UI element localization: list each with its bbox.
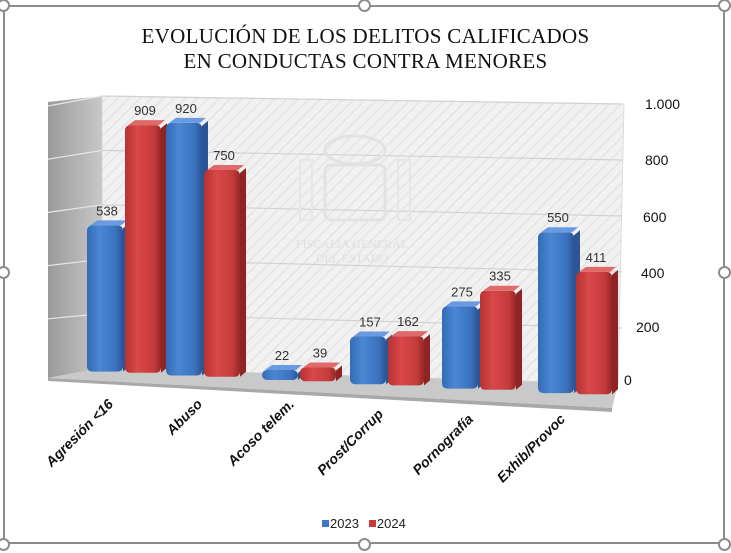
bar-Abuso-2024[interactable]	[204, 165, 246, 377]
y-tick-label: 600	[643, 209, 667, 225]
svg-text:FISCALIA GENERAL: FISCALIA GENERAL	[296, 237, 408, 251]
legend-item-2024[interactable]: 2024	[368, 516, 406, 531]
resize-handle-top-left[interactable]	[0, 0, 10, 12]
legend-label-2024: 2024	[376, 516, 406, 531]
resize-handle-bottom-right[interactable]	[718, 538, 731, 551]
data-labels: 538 909 920 750 22 39 157 162 275 335 550 411	[96, 101, 606, 363]
resize-handle-bottom-mid[interactable]	[358, 538, 371, 551]
bar-Agresión <16-2024[interactable]	[125, 120, 167, 373]
legend: 2023 2024	[322, 516, 406, 531]
y-tick-label: 200	[636, 319, 660, 335]
data-label: 162	[397, 314, 419, 329]
x-axis-label: Agresión <16	[42, 396, 117, 471]
x-axis-labels: Agresión <16 Abuso Acoso telem. Prost/Corru…	[42, 395, 569, 485]
x-axis-label: Abuso	[162, 395, 205, 438]
y-tick-label: 0	[624, 372, 632, 388]
bar-Pornografía-2024[interactable]	[480, 285, 522, 390]
data-label: 538	[96, 203, 118, 218]
x-axis-label: Exhib/Provoc	[494, 411, 569, 486]
svg-text:DEL ESTADO: DEL ESTADO	[316, 251, 389, 265]
x-axis-label: Pornografía	[409, 411, 476, 478]
data-label: 411	[586, 250, 607, 265]
data-label: 909	[134, 103, 156, 118]
chart-title-line-2: EN CONDUCTAS CONTRA MENORES	[183, 49, 548, 73]
y-tick-label: 400	[641, 265, 665, 281]
legend-label-2023: 2023	[330, 516, 359, 531]
bar-Abuso-2023[interactable]	[166, 117, 208, 376]
data-label: 39	[313, 345, 327, 360]
bars	[87, 117, 618, 395]
bar-Prost/Corrup-2024[interactable]	[388, 331, 430, 386]
x-axis-label: Prost/Corrup	[314, 405, 387, 478]
data-label: 750	[213, 148, 235, 163]
resize-handle-top-mid[interactable]	[358, 0, 371, 12]
y-tick-label: 800	[645, 152, 669, 168]
y-tick-label: 1.000	[645, 96, 680, 112]
resize-handle-bottom-left[interactable]	[0, 538, 10, 551]
bar-Exhib/Provoc-2024[interactable]	[576, 266, 618, 395]
legend-item-2023[interactable]: 2023	[322, 516, 359, 531]
legend-swatch-2023	[322, 520, 329, 527]
resize-handle-mid-left[interactable]	[0, 266, 10, 279]
data-label: 275	[451, 284, 473, 299]
data-label: 22	[275, 348, 289, 363]
chart-title-line-1: EVOLUCIÓN DE LOS DELITOS CALIFICADOS	[141, 24, 590, 48]
bar-Acoso telem.-2023[interactable]	[262, 365, 304, 381]
data-label: 335	[489, 269, 511, 284]
bar-Exhib/Provoc-2023[interactable]	[538, 227, 580, 394]
resize-handle-top-right[interactable]	[718, 0, 731, 12]
bar-Pornografía-2023[interactable]	[442, 301, 484, 389]
chart-title: EVOLUCIÓN DE LOS DELITOS CALIFICADOS EN …	[0, 24, 731, 74]
data-label: 920	[175, 101, 197, 116]
y-axis-ticks: 0 200 400 600 800 1.000	[624, 96, 680, 388]
legend-swatch-2024	[368, 520, 376, 527]
bar-Acoso telem.-2024[interactable]	[300, 362, 342, 382]
gridline	[101, 95, 623, 105]
data-label: 157	[359, 314, 381, 329]
x-axis-label: Acoso telem.	[223, 396, 297, 470]
resize-handle-mid-right[interactable]	[718, 266, 731, 279]
data-label: 550	[547, 210, 569, 225]
bar-Agresión <16-2023[interactable]	[87, 220, 129, 372]
